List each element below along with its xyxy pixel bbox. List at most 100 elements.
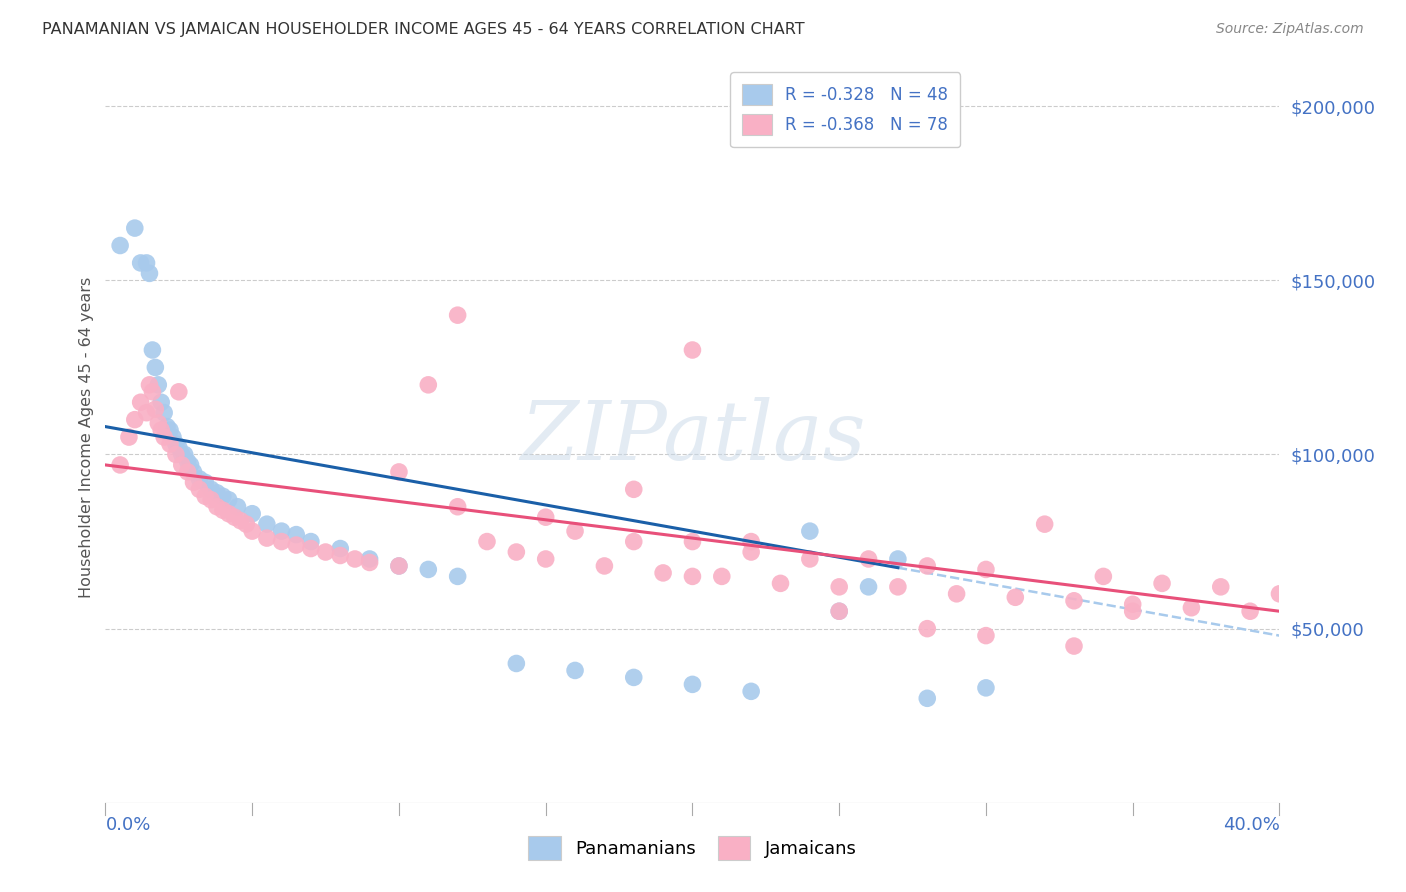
Point	[418, 562, 440, 576]
Point	[218, 492, 240, 507]
Point	[235, 517, 257, 532]
Point	[170, 448, 193, 462]
Point	[1180, 600, 1202, 615]
Point	[194, 489, 217, 503]
Point	[446, 500, 468, 514]
Point	[1150, 576, 1173, 591]
Point	[652, 566, 675, 580]
Point	[1092, 569, 1115, 583]
Point	[224, 510, 246, 524]
Point	[388, 558, 411, 573]
Point	[129, 395, 152, 409]
Point	[1239, 604, 1261, 618]
Point	[124, 221, 146, 235]
Point	[1122, 604, 1144, 618]
Point	[945, 587, 967, 601]
Point	[1033, 517, 1056, 532]
Point	[682, 534, 704, 549]
Point	[108, 238, 131, 252]
Point	[740, 684, 762, 698]
Point	[917, 691, 939, 706]
Point	[887, 580, 910, 594]
Point	[240, 524, 263, 538]
Point	[534, 510, 557, 524]
Point	[205, 485, 228, 500]
Point	[188, 472, 211, 486]
Text: 0.0%: 0.0%	[105, 816, 150, 834]
Point	[285, 527, 308, 541]
Text: Source: ZipAtlas.com: Source: ZipAtlas.com	[1216, 22, 1364, 37]
Point	[188, 483, 211, 497]
Point	[162, 430, 184, 444]
Point	[388, 558, 411, 573]
Point	[740, 545, 762, 559]
Point	[299, 541, 322, 556]
Point	[205, 500, 228, 514]
Point	[165, 448, 187, 462]
Point	[135, 406, 157, 420]
Point	[124, 412, 146, 426]
Point	[176, 465, 198, 479]
Point	[299, 534, 322, 549]
Text: 40.0%: 40.0%	[1223, 816, 1279, 834]
Point	[682, 569, 704, 583]
Point	[194, 475, 217, 490]
Point	[1063, 594, 1085, 608]
Point	[343, 552, 366, 566]
Text: PANAMANIAN VS JAMAICAN HOUSEHOLDER INCOME AGES 45 - 64 YEARS CORRELATION CHART: PANAMANIAN VS JAMAICAN HOUSEHOLDER INCOM…	[42, 22, 804, 37]
Point	[138, 377, 160, 392]
Point	[153, 430, 176, 444]
Point	[156, 419, 179, 434]
Point	[623, 534, 645, 549]
Point	[623, 483, 645, 497]
Point	[974, 629, 997, 643]
Point	[138, 266, 160, 280]
Point	[153, 406, 176, 420]
Point	[974, 562, 997, 576]
Point	[710, 569, 733, 583]
Point	[285, 538, 308, 552]
Point	[974, 681, 997, 695]
Point	[534, 552, 557, 566]
Point	[769, 576, 792, 591]
Point	[593, 558, 616, 573]
Point	[329, 549, 352, 563]
Point	[682, 677, 704, 691]
Text: ZIPatlas: ZIPatlas	[520, 397, 865, 477]
Point	[359, 556, 381, 570]
Point	[170, 458, 193, 472]
Point	[917, 558, 939, 573]
Point	[858, 580, 880, 594]
Point	[329, 541, 352, 556]
Point	[148, 416, 170, 430]
Point	[143, 402, 166, 417]
Point	[887, 552, 910, 566]
Point	[135, 256, 157, 270]
Point	[180, 458, 202, 472]
Point	[165, 437, 187, 451]
Point	[229, 514, 252, 528]
Point	[211, 489, 233, 503]
Point	[1063, 639, 1085, 653]
Point	[1268, 587, 1291, 601]
Point	[564, 524, 586, 538]
Point	[1209, 580, 1232, 594]
Point	[359, 552, 381, 566]
Point	[150, 423, 173, 437]
Point	[623, 670, 645, 684]
Point	[418, 377, 440, 392]
Point	[475, 534, 498, 549]
Point	[143, 360, 166, 375]
Point	[200, 492, 222, 507]
Point	[256, 531, 278, 545]
Point	[799, 524, 821, 538]
Point	[1004, 591, 1026, 605]
Point	[183, 465, 205, 479]
Point	[183, 475, 205, 490]
Point	[211, 503, 233, 517]
Point	[226, 500, 249, 514]
Point	[148, 377, 170, 392]
Point	[256, 517, 278, 532]
Point	[505, 545, 527, 559]
Point	[240, 507, 263, 521]
